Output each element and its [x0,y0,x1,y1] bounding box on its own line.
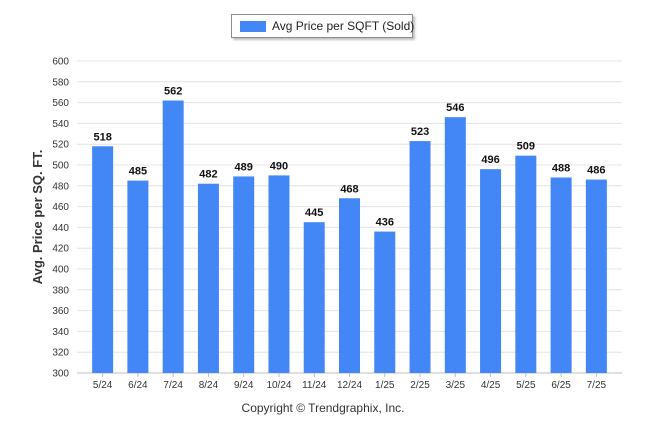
x-tick-label: 7/24 [163,380,183,391]
y-tick-label: 520 [52,140,69,151]
x-tick-label: 6/25 [551,380,571,391]
bar [339,198,360,373]
bar [268,175,290,373]
x-tick-label: 5/25 [516,380,536,391]
bar-value-label: 468 [340,183,358,195]
y-tick-label: 460 [52,202,69,213]
y-tick-label: 580 [52,77,69,88]
x-tick-label: 2/25 [410,380,430,391]
y-tick-label: 320 [52,348,69,359]
bar [374,231,396,373]
bar-value-label: 518 [93,131,111,143]
bar-value-label: 486 [587,165,605,177]
copyright-text: Copyright © Trendgraphix, Inc. [241,401,405,415]
legend-swatch [240,21,266,32]
bar [197,183,219,373]
y-tick-label: 400 [52,265,69,276]
y-tick-label: 600 [52,57,69,68]
x-tick-label: 10/24 [266,380,291,391]
bar-value-label: 489 [235,161,253,173]
y-tick-label: 500 [52,161,69,172]
x-tick-label: 6/24 [128,380,148,391]
bar [162,100,184,374]
bar [515,155,537,373]
bar [409,141,431,373]
y-tick-label: 540 [52,119,69,130]
x-tick-label: 12/24 [337,380,362,391]
legend: Avg Price per SQFT (Sold) [231,14,415,38]
bar-value-label: 485 [129,166,147,178]
bar [585,179,607,373]
x-tick-label: 8/24 [199,380,219,391]
y-tick-label: 380 [52,285,69,296]
bar-value-label: 496 [481,154,499,166]
bar-value-label: 562 [164,86,182,98]
bar [550,177,572,373]
y-tick-label: 480 [52,181,69,192]
bar [444,117,466,373]
y-tick-label: 360 [52,306,69,317]
bar-value-label: 523 [411,126,429,138]
bar [233,176,255,373]
x-tick-label: 11/24 [302,380,327,391]
x-tick-label: 5/24 [93,380,113,391]
bar [303,222,325,373]
bar-value-label: 445 [305,207,323,219]
bar-value-label: 509 [517,141,535,153]
x-tick-label: 7/25 [587,380,607,391]
y-tick-label: 300 [52,369,69,380]
x-tick-label: 1/25 [375,380,395,391]
bar [127,180,149,373]
y-tick-label: 340 [52,327,69,338]
x-tick-label: 4/25 [481,380,501,391]
y-tick-label: 560 [52,98,69,109]
bar-value-label: 488 [552,162,570,174]
x-tick-label: 3/25 [446,380,466,391]
bar-value-label: 490 [270,160,288,172]
y-tick-label: 440 [52,223,69,234]
bar [480,169,502,373]
x-tick-label: 9/24 [234,380,254,391]
bar-value-label: 436 [376,217,394,229]
legend-label: Avg Price per SQFT (Sold) [272,19,415,33]
y-tick-label: 420 [52,244,69,255]
bar-value-label: 482 [199,169,217,181]
y-axis-title: Avg. Price per SQ. FT. [30,150,45,285]
bar [92,146,114,373]
bar-value-label: 546 [446,102,464,114]
